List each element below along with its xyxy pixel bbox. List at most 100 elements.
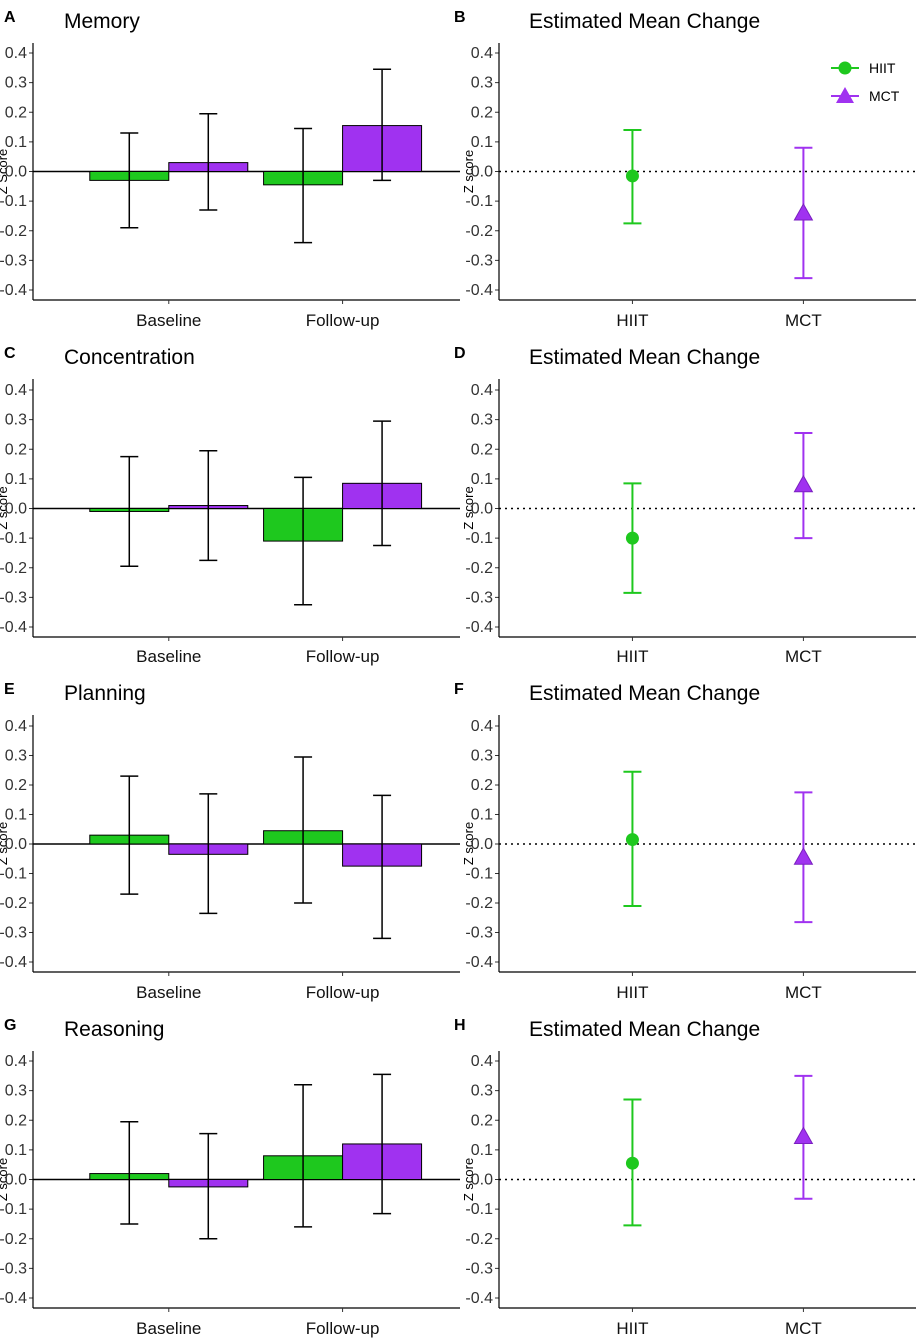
y-tick-label: 0.1 bbox=[5, 134, 27, 151]
panel-title: Reasoning bbox=[64, 1018, 164, 1041]
y-tick-label: 0.4 bbox=[471, 45, 493, 62]
y-tick-label: -0.4 bbox=[465, 619, 493, 636]
y-tick-label: -0.2 bbox=[465, 560, 493, 577]
panel-title: Estimated Mean Change bbox=[529, 346, 760, 369]
x-tick-label: MCT bbox=[785, 1319, 822, 1338]
x-tick-label: HIIT bbox=[616, 983, 648, 1002]
y-tick-label: -0.4 bbox=[0, 619, 27, 636]
point-hiit bbox=[625, 531, 639, 545]
panel-letter: D bbox=[454, 345, 466, 362]
y-axis-title: Z score bbox=[461, 486, 476, 529]
y-tick-label: 0.0 bbox=[5, 501, 27, 518]
y-tick-label: 0.4 bbox=[5, 45, 27, 62]
panel-title: Memory bbox=[64, 10, 140, 33]
y-axis-title: Z score bbox=[0, 822, 10, 865]
y-tick-label: -0.4 bbox=[0, 1290, 27, 1307]
y-tick-label: 0.4 bbox=[5, 1053, 27, 1070]
y-tick-label: 0.2 bbox=[471, 441, 493, 458]
y-tick-label: 0.1 bbox=[471, 807, 493, 824]
y-tick-label: 0.1 bbox=[471, 471, 493, 488]
y-tick-label: -0.1 bbox=[0, 193, 27, 210]
panel-d: D Estimated Mean Change Z score 0.4 0.3 0.2 0.… bbox=[454, 345, 916, 666]
y-tick-label: 0.0 bbox=[471, 836, 493, 853]
y-tick-label: -0.2 bbox=[465, 223, 493, 240]
y-tick-label: -0.2 bbox=[465, 895, 493, 912]
y-tick-label: -0.1 bbox=[465, 1201, 493, 1218]
legend-label: HIIT bbox=[869, 60, 896, 76]
panel-g: G Reasoning Z score 0.4 0.3 0.2 0.1 0.0 -0.1 -0.2… bbox=[0, 1017, 460, 1338]
x-tick-label: HIIT bbox=[616, 1319, 648, 1338]
panel-title: Estimated Mean Change bbox=[529, 10, 760, 33]
point-hiit bbox=[625, 1156, 639, 1170]
x-tick-label: HIIT bbox=[616, 647, 648, 666]
y-tick-label: 0.0 bbox=[5, 1172, 27, 1189]
y-tick-label: 0.2 bbox=[471, 104, 493, 121]
y-tick-label: -0.3 bbox=[465, 925, 493, 942]
y-tick-label: 0.0 bbox=[471, 164, 493, 181]
y-tick-label: 0.1 bbox=[5, 807, 27, 824]
y-tick-label: -0.2 bbox=[0, 223, 27, 240]
panel-b: B Estimated Mean Change Z score 0.4 0.3 0.2 0.… bbox=[454, 9, 916, 330]
y-tick-label: -0.3 bbox=[0, 925, 27, 942]
x-tick-label: Follow-up bbox=[306, 983, 380, 1002]
y-tick-label: 0.2 bbox=[5, 104, 27, 121]
y-tick-label: -0.3 bbox=[0, 252, 27, 269]
y-axis-title: Z score bbox=[461, 822, 476, 865]
y-tick-label: 0.2 bbox=[5, 777, 27, 794]
y-tick-label: -0.2 bbox=[0, 895, 27, 912]
x-tick-label: MCT bbox=[785, 983, 822, 1002]
panel-c: C Concentration Z score 0.4 0.3 0.2 0.1 0.0 -0.1… bbox=[0, 345, 460, 666]
y-tick-label: 0.4 bbox=[5, 718, 27, 735]
panel-letter: G bbox=[4, 1017, 16, 1034]
x-tick-label: Baseline bbox=[136, 647, 201, 666]
point-mct bbox=[793, 847, 814, 865]
panel-title: Concentration bbox=[64, 346, 195, 369]
y-axis-title: Z score bbox=[0, 1158, 10, 1201]
y-tick-label: 0.0 bbox=[471, 501, 493, 518]
panel-h: H Estimated Mean Change Z score 0.4 0.3 0.2 0.… bbox=[454, 1017, 916, 1338]
y-tick-label: -0.4 bbox=[0, 282, 27, 299]
y-axis-title: Z score bbox=[461, 1158, 476, 1201]
y-tick-label: 0.2 bbox=[5, 441, 27, 458]
y-tick-label: -0.1 bbox=[465, 530, 493, 547]
y-tick-label: -0.1 bbox=[0, 1201, 27, 1218]
y-tick-label: 0.3 bbox=[471, 748, 493, 765]
panel-letter: B bbox=[454, 9, 466, 26]
y-tick-label: 0.2 bbox=[471, 777, 493, 794]
y-tick-label: -0.1 bbox=[465, 193, 493, 210]
y-tick-label: 0.2 bbox=[5, 1112, 27, 1129]
y-tick-label: -0.3 bbox=[0, 1260, 27, 1277]
y-axis-title: Z Score bbox=[0, 149, 10, 195]
panel-f: F Estimated Mean Change Z score 0.4 0.3 0.2 0.… bbox=[454, 681, 916, 1002]
x-tick-label: Follow-up bbox=[306, 311, 380, 330]
x-tick-label: Baseline bbox=[136, 311, 201, 330]
y-tick-label: 0.3 bbox=[5, 1083, 27, 1100]
y-tick-label: -0.3 bbox=[465, 589, 493, 606]
y-tick-label: 0.3 bbox=[5, 75, 27, 92]
y-tick-label: -0.3 bbox=[0, 589, 27, 606]
y-tick-label: 0.3 bbox=[471, 75, 493, 92]
panel-letter: E bbox=[4, 681, 15, 698]
panel-letter: H bbox=[454, 1017, 466, 1034]
point-mct bbox=[793, 202, 814, 221]
legend-marker-mct bbox=[836, 87, 854, 103]
panel-letter: C bbox=[4, 345, 16, 362]
y-tick-label: -0.1 bbox=[0, 866, 27, 883]
point-mct bbox=[793, 1126, 814, 1145]
y-tick-label: -0.1 bbox=[0, 530, 27, 547]
x-tick-label: Follow-up bbox=[306, 647, 380, 666]
y-axis-title: Z score bbox=[461, 150, 476, 193]
x-tick-label: Baseline bbox=[136, 1319, 201, 1338]
y-tick-label: -0.4 bbox=[465, 282, 493, 299]
y-tick-label: -0.2 bbox=[0, 1231, 27, 1248]
point-hiit bbox=[625, 169, 639, 183]
x-tick-label: Follow-up bbox=[306, 1319, 380, 1338]
y-tick-label: 0.1 bbox=[471, 1142, 493, 1159]
legend-label: MCT bbox=[869, 88, 900, 104]
y-tick-label: -0.1 bbox=[465, 866, 493, 883]
y-tick-label: 0.3 bbox=[5, 412, 27, 429]
y-tick-label: 0.4 bbox=[471, 382, 493, 399]
y-tick-label: 0.1 bbox=[471, 134, 493, 151]
y-tick-label: -0.2 bbox=[465, 1231, 493, 1248]
